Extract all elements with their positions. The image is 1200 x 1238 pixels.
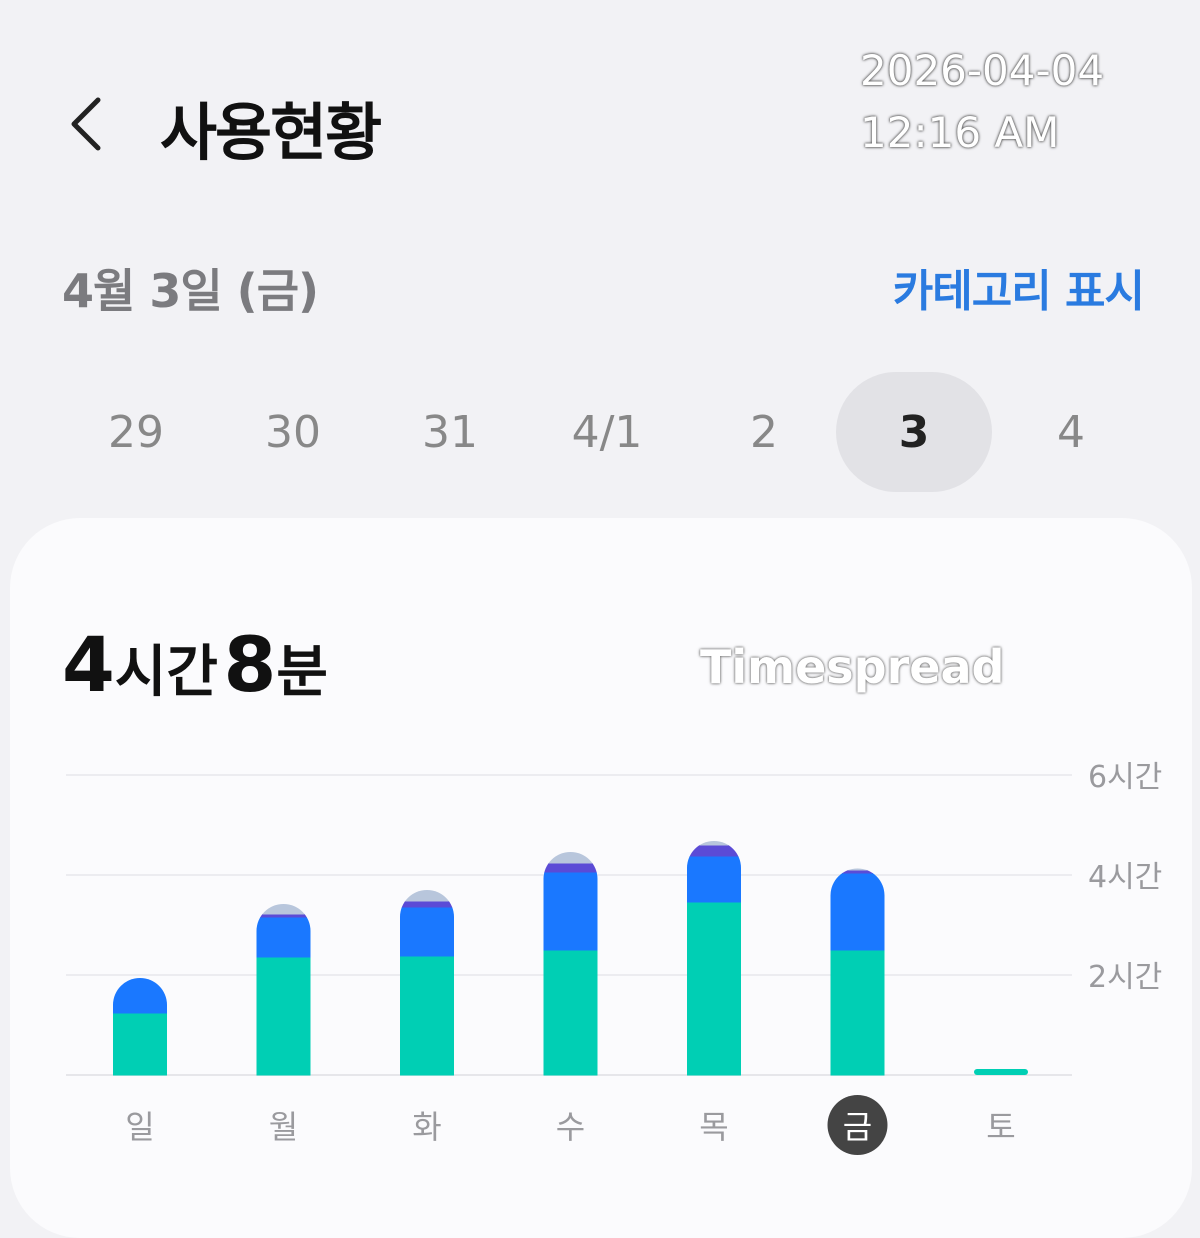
x-tick-label[interactable]: 토 [986,1108,1015,1146]
x-tick-label[interactable]: 금 [843,1108,872,1146]
selected-date: 4월 3일 (금) [62,264,319,318]
day-item[interactable]: 3 [836,372,992,492]
chevron-left-icon [71,97,101,151]
usage-card [10,518,1192,1238]
category-toggle-button[interactable]: 카테고리 표시 [892,266,1145,317]
y-tick-label: 2시간 [1088,960,1162,995]
bar-segment [113,1013,167,1076]
day-item[interactable]: 31 [422,406,478,458]
bar-segment [830,950,885,1076]
x-tick-label[interactable]: 월 [269,1108,298,1146]
selected-day-indicator [827,1095,888,1155]
y-tick-label: 6시간 [1088,760,1162,795]
day-item[interactable]: 30 [265,406,321,458]
x-tick-label[interactable]: 일 [125,1108,154,1146]
total-minutes: 8 [223,620,277,709]
bar-segment [543,950,598,1076]
bar-segment [543,863,598,873]
overlay-date: 2026-04-04 [860,46,1105,95]
watermark: Timespread [700,640,1005,694]
total-usage: 4시간 8분 [62,620,328,709]
bar-segment [687,841,741,846]
back-button[interactable] [62,88,112,158]
bar-segment [113,978,167,1014]
x-tick-label[interactable]: 화 [412,1108,441,1146]
bar-segment [687,856,741,903]
bar-일[interactable] [113,978,167,1076]
total-hours: 4 [62,620,115,709]
day-selector: 29 30 31 4/1 2 3 4 [50,372,1150,492]
bar-segment [830,870,885,874]
bar-segment [256,917,311,958]
bar-segment [400,901,454,908]
day-item[interactable]: 29 [108,406,164,458]
timestamp-overlay: 2026-04-04 12:16 AM [860,40,1104,164]
bar-segment [687,845,741,857]
bar-segment [256,957,311,1076]
bar-segment [543,852,598,864]
overlay-time: 12:16 AM [860,108,1060,157]
x-tick-label[interactable]: 목 [699,1108,728,1146]
bar-화[interactable] [400,890,454,1076]
bar-segment [256,904,311,915]
bar-segment [256,914,311,918]
bar-segment [400,907,454,957]
hours-unit: 시간 [114,640,218,705]
day-item[interactable]: 2 [750,406,778,458]
bar-segment [400,956,454,1076]
y-tick-label: 4시간 [1088,860,1162,895]
bar-segment [974,1069,1028,1075]
bar-월[interactable] [256,904,311,1076]
page-title: 사용현황 [160,96,382,169]
bar-segment [687,902,741,1076]
bar-수[interactable] [543,852,598,1076]
bar-segment [830,873,885,951]
bar-토[interactable] [974,1069,1028,1075]
x-tick-label[interactable]: 수 [556,1108,585,1146]
day-item[interactable]: 4/1 [571,406,643,458]
bar-목[interactable] [687,841,741,1076]
bar-segment [830,868,885,871]
bar-segment [400,890,454,902]
bar-금[interactable] [830,868,885,1076]
day-item[interactable]: 4 [1057,406,1085,458]
minutes-unit: 분 [276,640,328,705]
bar-segment [543,872,598,951]
